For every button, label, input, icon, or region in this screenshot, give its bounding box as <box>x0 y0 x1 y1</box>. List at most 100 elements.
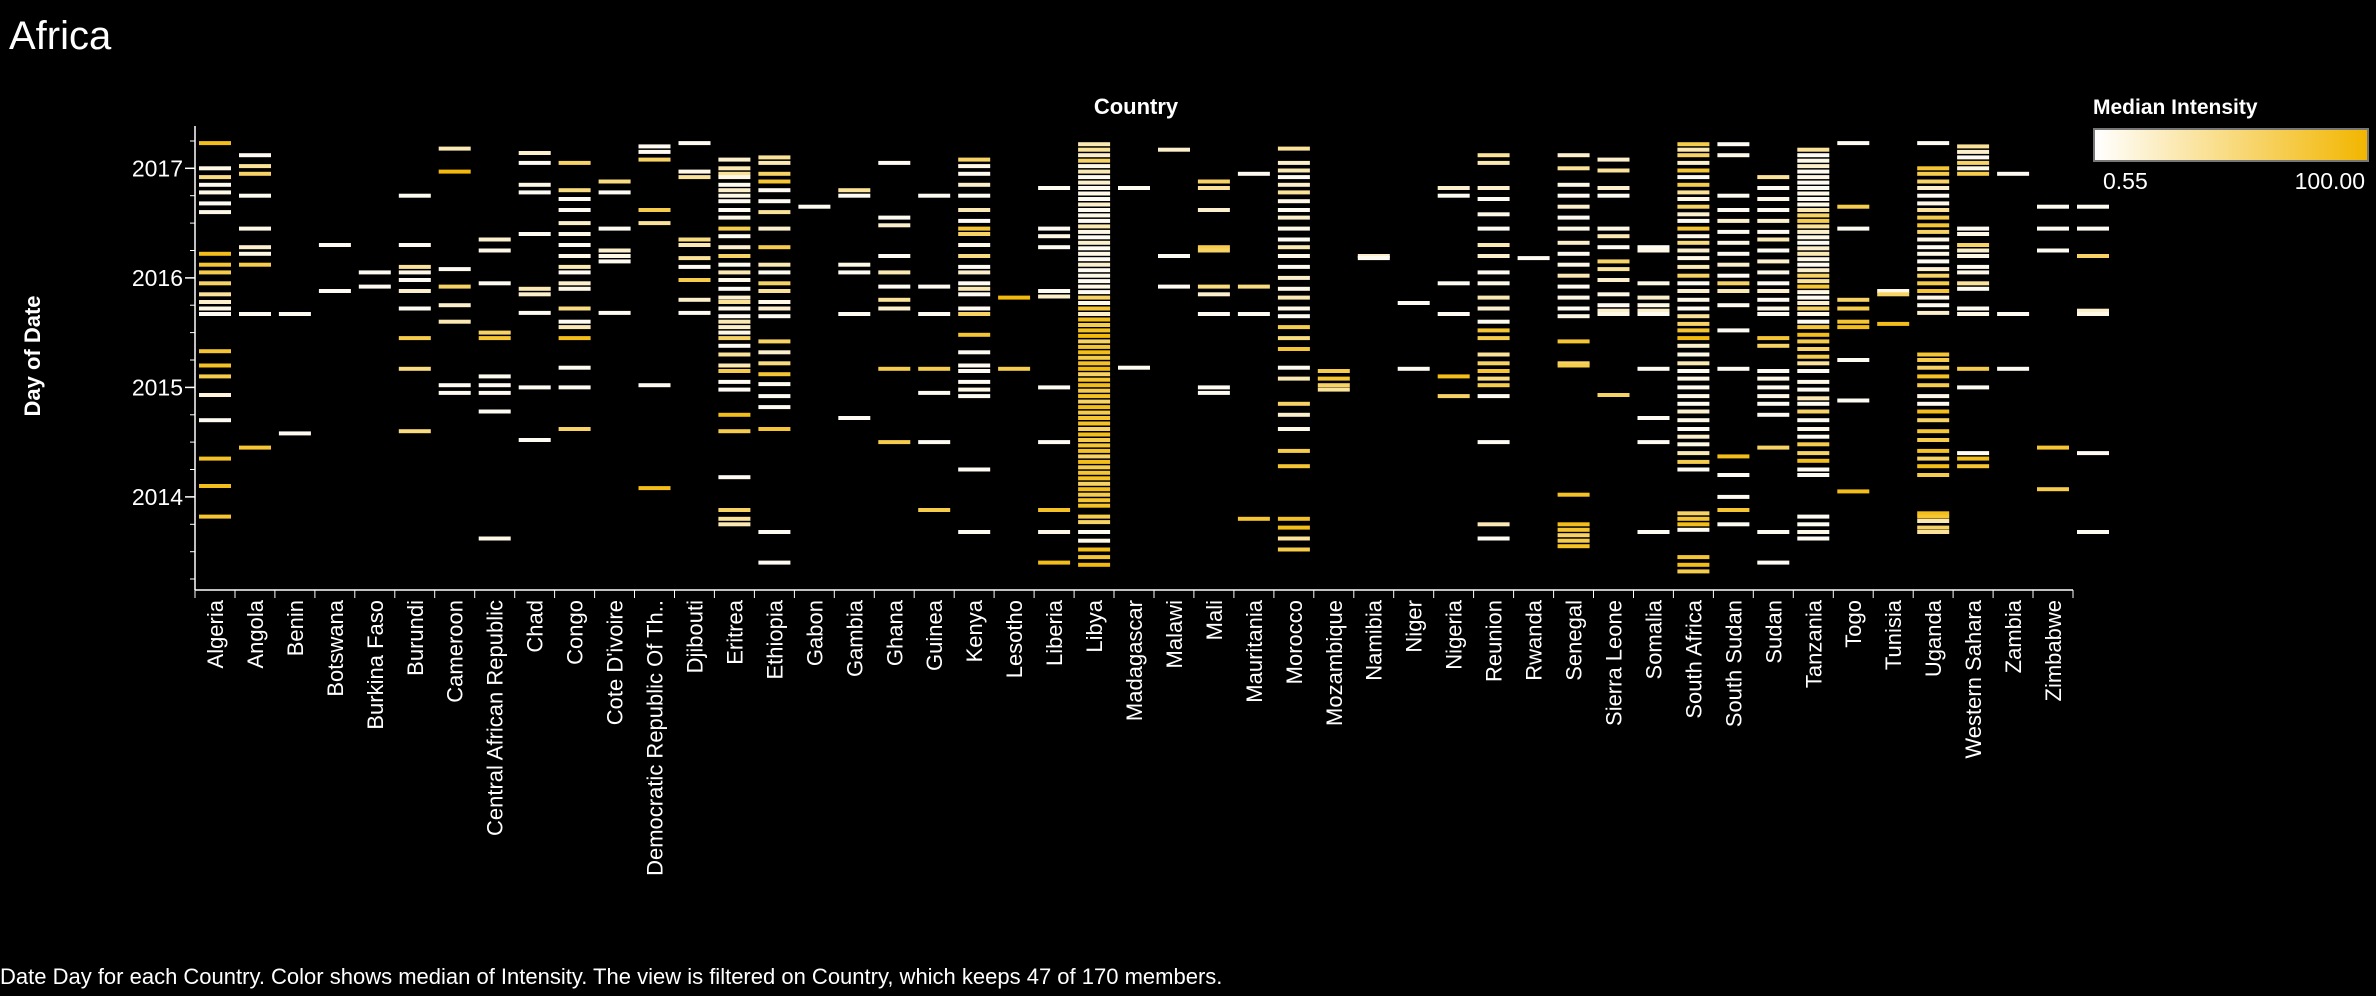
data-tick <box>1637 281 1670 286</box>
x-tick-label: Algeria <box>203 599 228 668</box>
data-tick <box>1078 213 1111 218</box>
data-tick <box>1078 427 1111 431</box>
data-tick <box>958 232 991 236</box>
data-tick <box>718 270 751 275</box>
data-tick <box>1717 508 1750 512</box>
data-tick <box>1757 229 1790 234</box>
data-tick <box>558 325 591 330</box>
data-tick <box>558 306 591 311</box>
data-tick <box>1078 520 1111 525</box>
data-tick <box>638 144 671 149</box>
data-tick <box>1837 141 1870 146</box>
data-tick <box>558 264 591 269</box>
data-tick <box>1717 366 1750 371</box>
data-tick <box>1277 182 1310 187</box>
data-tick <box>1917 519 1950 523</box>
data-tick <box>718 412 751 417</box>
data-tick <box>678 297 711 302</box>
data-tick <box>1677 361 1710 366</box>
data-tick <box>1597 292 1630 297</box>
data-tick <box>1038 289 1071 293</box>
data-tick <box>1597 193 1630 198</box>
data-tick <box>758 179 791 184</box>
data-tick <box>1717 494 1750 499</box>
data-tick <box>1078 333 1111 338</box>
data-tick <box>718 306 751 311</box>
data-tick <box>1277 275 1310 280</box>
data-tick <box>199 182 231 187</box>
data-tick <box>758 155 791 160</box>
data-tick <box>598 248 631 253</box>
x-tick-label: Gabon <box>802 600 827 666</box>
data-tick <box>1917 401 1950 406</box>
data-tick <box>1757 306 1790 311</box>
data-tick <box>1677 306 1710 311</box>
data-tick <box>1957 232 1990 236</box>
data-tick <box>1797 396 1830 401</box>
data-tick <box>518 310 551 315</box>
data-tick <box>1557 361 1590 366</box>
data-tick <box>1677 522 1710 527</box>
data-tick <box>1158 147 1190 152</box>
data-tick <box>638 157 671 162</box>
data-tick <box>1078 142 1111 147</box>
data-tick <box>1677 459 1710 464</box>
data-tick <box>958 292 991 297</box>
legend-color-ramp <box>2093 128 2369 162</box>
data-tick <box>1917 179 1950 184</box>
data-tick <box>558 270 591 275</box>
data-tick <box>239 193 271 198</box>
data-tick <box>1917 374 1950 379</box>
data-tick <box>2077 254 2109 258</box>
data-tick <box>478 237 511 242</box>
data-tick <box>1078 438 1111 442</box>
data-tick <box>438 284 471 289</box>
x-tick-label: Tunisia <box>1881 599 1906 670</box>
data-tick <box>1078 530 1111 534</box>
data-tick <box>1078 147 1111 152</box>
data-tick <box>1277 365 1310 370</box>
data-tick <box>1717 251 1750 256</box>
data-tick <box>199 281 231 286</box>
data-tick <box>518 286 551 291</box>
data-tick <box>239 226 271 231</box>
data-tick <box>1677 442 1710 447</box>
data-tick <box>758 361 791 366</box>
data-tick <box>718 262 751 267</box>
data-tick <box>1917 267 1950 272</box>
data-tick <box>1757 186 1790 190</box>
data-tick <box>1917 383 1950 388</box>
data-tick <box>558 232 591 236</box>
data-tick <box>958 387 991 392</box>
data-tick <box>1957 286 1990 291</box>
x-tick-label: Cameroon <box>443 600 468 703</box>
data-tick <box>678 175 711 180</box>
data-tick <box>1477 536 1510 541</box>
data-tick <box>1757 312 1790 316</box>
data-tick <box>1757 560 1790 565</box>
data-tick <box>1038 234 1071 239</box>
data-tick <box>199 190 231 195</box>
data-tick <box>199 141 231 146</box>
data-tick <box>1557 182 1590 187</box>
data-tick <box>718 234 751 239</box>
data-tick <box>918 284 951 289</box>
data-tick <box>558 243 591 247</box>
x-tick-label: Mauritania <box>1242 599 1267 702</box>
data-tick <box>1797 379 1830 384</box>
data-tick <box>1957 226 1990 231</box>
data-tick <box>918 366 951 371</box>
data-tick <box>678 264 711 269</box>
data-tick <box>1757 297 1790 302</box>
data-tick <box>1797 361 1830 366</box>
data-tick <box>1277 199 1310 204</box>
data-tick <box>1557 522 1590 527</box>
data-tick <box>558 336 591 341</box>
data-tick <box>1677 248 1710 253</box>
data-tick <box>958 208 991 212</box>
data-tick <box>1557 284 1590 289</box>
data-tick <box>718 171 751 176</box>
data-tick <box>1797 306 1830 311</box>
data-tick <box>878 160 911 165</box>
data-tick <box>1917 464 1950 469</box>
